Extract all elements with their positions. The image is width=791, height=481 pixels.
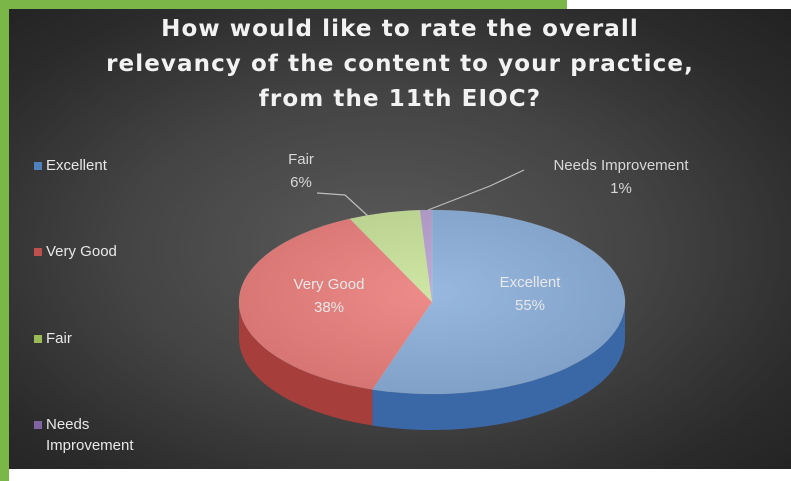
accent-bar-left (0, 0, 9, 481)
legend-swatch-excellent (34, 162, 42, 170)
data-label-pct-fair: 6% (290, 174, 312, 191)
data-label-pct-very-good: 38% (314, 299, 344, 316)
data-label-pct-excellent: 55% (515, 297, 545, 314)
chart-title-line-3: from the 11th EIOC? (258, 86, 542, 112)
chart-title-line-2: relevancy of the content to your practic… (106, 51, 694, 77)
legend-label-excellent: Excellent (46, 157, 107, 174)
pie-side-excellent (372, 302, 625, 430)
data-label-name-very-good: Very Good (294, 276, 365, 293)
accent-bar-top (0, 0, 567, 9)
chart-title-line-1: How would like to rate the overall (161, 16, 639, 42)
pie-sides (239, 302, 625, 430)
leader-lines (316, 169, 525, 217)
legend-label-needs-improvement-1: Needs (46, 416, 90, 433)
legend-label-needs-improvement-2: Improvement (46, 437, 134, 454)
data-label-name-excellent: Excellent (500, 274, 562, 291)
legend-swatch-very-good (34, 248, 42, 256)
data-label-name-fair: Fair (288, 151, 314, 168)
legend-swatch-fair (34, 335, 42, 343)
legend-swatch-needs-improvement (34, 421, 42, 429)
legend-label-very-good: Very Good (46, 243, 117, 260)
legend-label-fair: Fair (46, 330, 72, 347)
pie-shading (239, 210, 625, 394)
leader-line-fair (316, 192, 369, 217)
data-label-pct-needs-improvement: 1% (610, 180, 632, 197)
pie-side-very-good (239, 302, 373, 426)
data-label-name-needs-improvement: Needs Improvement (553, 157, 689, 174)
leader-line-needs-improvement (427, 169, 525, 211)
data-labels: Excellent 55% Very Good 38% Fair 6% Needs Impr… (288, 151, 689, 316)
chart-title: How would like to rate the overall relev… (9, 12, 791, 117)
